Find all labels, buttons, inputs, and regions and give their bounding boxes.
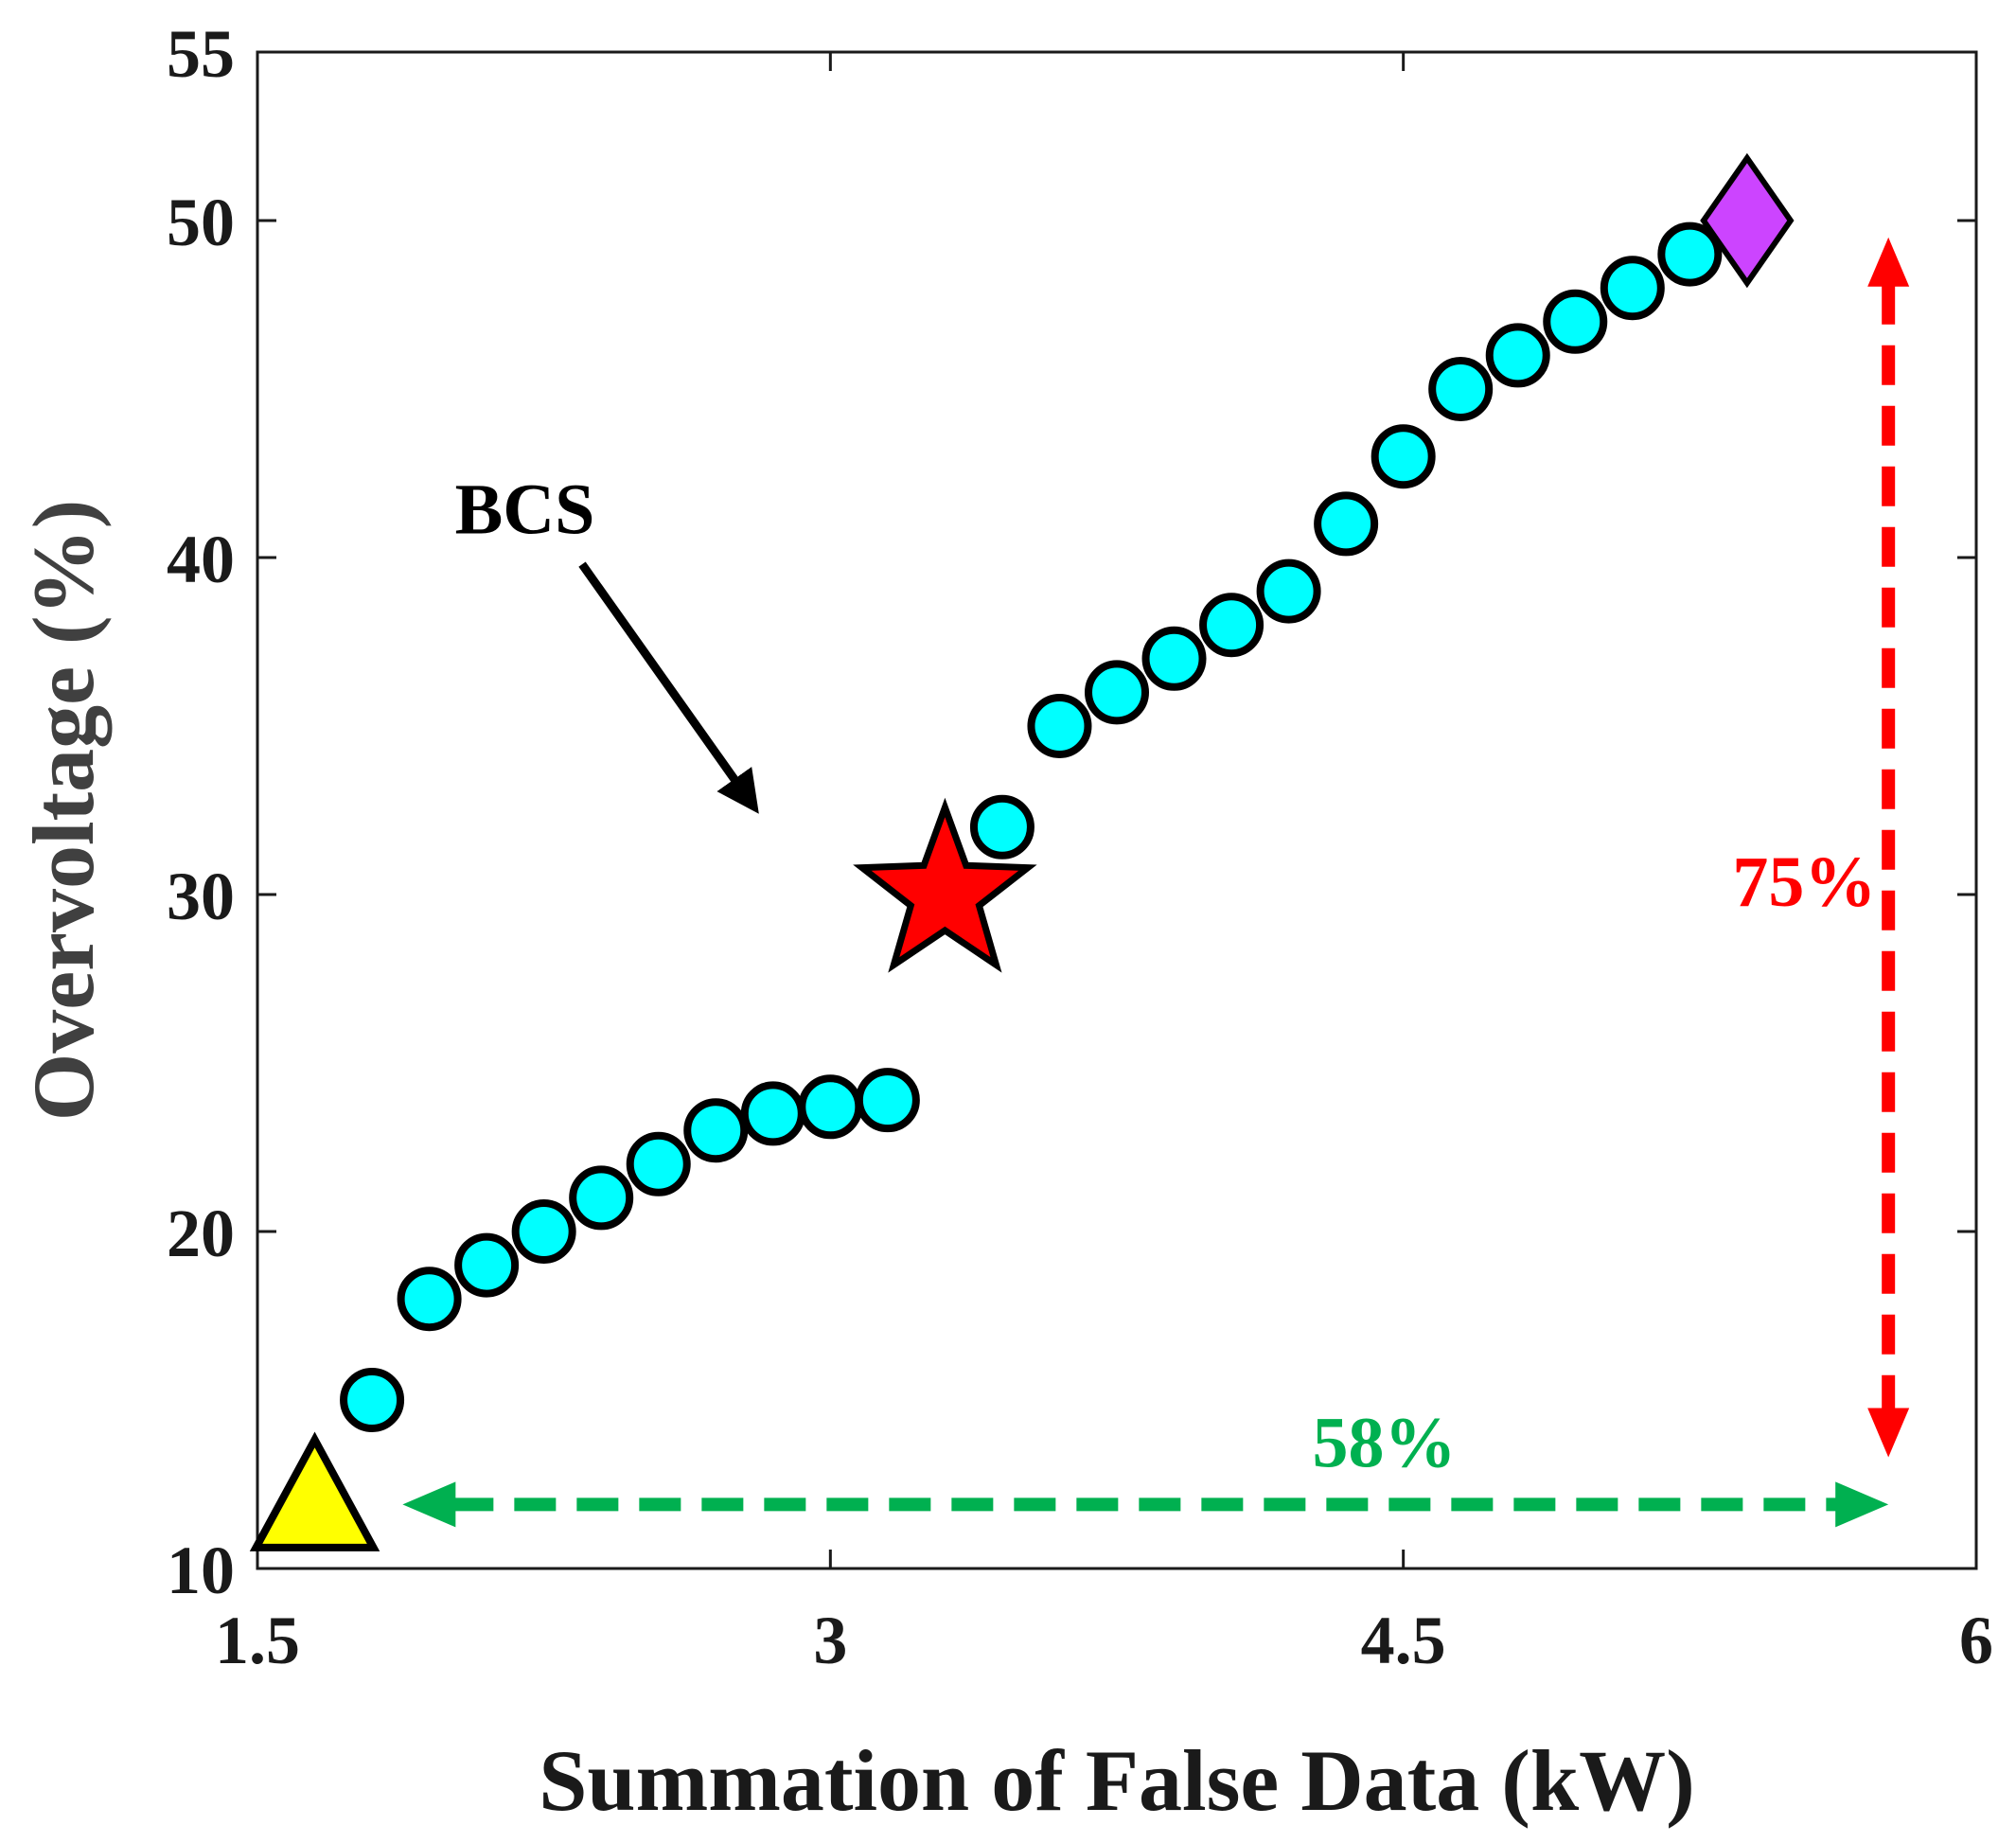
data-point xyxy=(683,1098,749,1163)
data-point xyxy=(1600,256,1665,321)
y-tick-label: 30 xyxy=(167,859,235,934)
overvoltage-range-label: 75% xyxy=(1732,842,1876,922)
y-tick-label: 50 xyxy=(167,185,235,260)
x-tick-label: 1.5 xyxy=(215,1603,300,1678)
data-point xyxy=(1085,660,1149,725)
y-axis-label: Overvoltage (%) xyxy=(15,500,112,1122)
data-point xyxy=(626,1131,691,1196)
bcs-arrow xyxy=(578,561,759,814)
axis-ticks xyxy=(256,50,1978,1570)
bcs-label: BCS xyxy=(455,470,595,550)
data-point xyxy=(969,794,1035,859)
data-point xyxy=(1485,323,1550,388)
false-data-range-arrow-head-left xyxy=(402,1481,456,1528)
false-data-range-arrow-head-right xyxy=(1835,1481,1889,1528)
data-point xyxy=(740,1081,805,1146)
plot-area xyxy=(256,50,1978,1570)
x-axis-label: Summation of False Data (kW) xyxy=(539,1732,1695,1829)
data-point xyxy=(1657,222,1723,287)
y-tick-label: 55 xyxy=(167,16,235,92)
data-point xyxy=(855,1068,920,1133)
bcs-point-star xyxy=(853,797,1037,973)
data-point xyxy=(1027,694,1092,758)
data-point xyxy=(569,1165,634,1231)
data-point xyxy=(1141,626,1207,691)
min-point-triangle xyxy=(249,1431,380,1551)
data-point xyxy=(511,1199,576,1264)
overvoltage-range-arrow-head-bottom xyxy=(1867,1408,1910,1458)
data-point xyxy=(454,1232,520,1298)
x-tick-label: 3 xyxy=(813,1603,847,1678)
y-tick-label: 20 xyxy=(167,1196,235,1271)
data-point xyxy=(1256,558,1321,624)
x-tick-label: 4.5 xyxy=(1361,1603,1446,1678)
false-data-range-label: 58% xyxy=(1312,1404,1456,1483)
annotations: BCS 75% 58% xyxy=(402,237,1910,1528)
data-point xyxy=(1314,491,1379,557)
data-point xyxy=(340,1368,405,1432)
overvoltage-range-arrow-head-top xyxy=(1867,237,1910,287)
x-tick-label: 6 xyxy=(1959,1603,1993,1678)
data-point xyxy=(1428,357,1494,421)
data-point xyxy=(1371,424,1436,489)
data-point xyxy=(1543,289,1608,354)
data-marks xyxy=(249,152,1795,1551)
y-tick-label: 40 xyxy=(167,522,235,597)
data-point xyxy=(397,1267,462,1332)
tick-labels: 1.5 3 4.5 6 10 20 30 40 50 55 xyxy=(167,16,1993,1678)
data-point xyxy=(1199,593,1264,658)
data-point xyxy=(798,1074,863,1140)
y-tick-label: 10 xyxy=(167,1533,235,1608)
max-point-diamond xyxy=(1700,152,1795,289)
